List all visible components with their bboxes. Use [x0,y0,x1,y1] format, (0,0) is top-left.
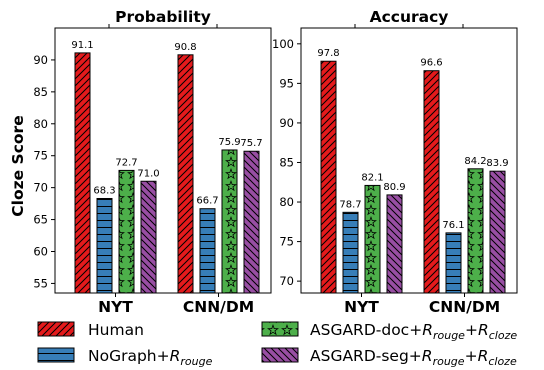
bar-accuracy-cnndm-human [423,70,440,294]
y-tick-label-probability-90: 90 [33,53,48,67]
legend-label-asgard-doc: ASGARD-doc+Rrouge+Rcloze [310,321,517,342]
bar-probability-cnndm-asgard-seg [243,150,260,294]
bar-accuracy-cnndm-asgard-doc [467,168,484,294]
data-label-accuracy-nyt-human: 97.8 [317,48,339,59]
y-tick-label-accuracy-80: 80 [279,195,294,209]
x-tick-label-probability-nyt: NYT [98,298,133,316]
data-label-accuracy-cnndm-human: 96.6 [420,58,442,69]
y-tick-label-accuracy-70: 70 [279,274,294,288]
legend-item-human: Human [37,321,144,339]
data-label-probability-nyt-asgard-doc: 72.7 [115,157,137,168]
data-label-probability-nyt-human: 91.1 [71,40,93,51]
legend-item-asgard-doc: ASGARD-doc+Rrouge+Rcloze [261,321,517,342]
data-label-accuracy-cnndm-asgard-seg: 83.9 [486,158,508,169]
plot-frame-probability [54,27,272,294]
legend-item-asgard-seg: ASGARD-seg+Rrouge+Rcloze [261,347,517,368]
data-label-accuracy-nyt-asgard-seg: 80.9 [383,182,405,193]
data-label-accuracy-cnndm-nograph: 76.1 [442,220,464,231]
data-label-probability-cnndm-nograph: 66.7 [196,196,218,207]
y-tick-label-probability-85: 85 [33,85,48,99]
legend-label-nograph: NoGraph+Rrouge [88,347,213,368]
data-label-probability-nyt-nograph: 68.3 [93,185,115,196]
y-tick-label-accuracy-100: 100 [272,37,294,51]
data-label-probability-cnndm-asgard-doc: 75.9 [218,137,240,148]
legend-item-nograph: NoGraph+Rrouge [37,347,213,368]
y-axis-label: Cloze Score [9,115,27,216]
data-label-accuracy-nyt-nograph: 78.7 [339,199,361,210]
bar-probability-nyt-asgard-seg [140,180,157,294]
data-label-probability-cnndm-human: 90.8 [174,42,196,53]
legend-label-human: Human [88,321,144,339]
y-tick-label-probability-75: 75 [33,149,48,163]
y-tick-label-probability-70: 70 [33,181,48,195]
bar-accuracy-cnndm-asgard-seg [489,170,506,294]
bar-accuracy-cnndm-nograph [445,232,462,294]
legend-swatch-nograph [37,347,75,363]
y-tick-label-accuracy-95: 95 [279,76,294,90]
plot-frame-accuracy [300,27,518,294]
y-tick-label-accuracy-75: 75 [279,235,294,249]
y-tick-label-accuracy-90: 90 [279,116,294,130]
legend-swatch-asgard-seg [261,347,299,363]
y-tick-label-probability-80: 80 [33,117,48,131]
panel-accuracy: Accuracy 70 75 80 85 90 95 100 97.8 96.6 78.7 76.… [272,8,518,316]
bar-probability-nyt-human [74,52,91,294]
bar-accuracy-nyt-human [320,60,337,294]
bar-accuracy-nyt-asgard-doc [364,184,381,294]
y-tick-label-probability-60: 60 [33,244,48,258]
legend-swatch-asgard-doc [261,321,299,337]
bar-accuracy-nyt-asgard-seg [386,194,403,294]
x-tick-label-accuracy-nyt: NYT [344,298,379,316]
bar-accuracy-nyt-nograph [342,211,359,294]
data-label-probability-nyt-asgard-seg: 71.0 [137,168,159,179]
y-tick-label-probability-65: 65 [33,213,48,227]
bar-probability-cnndm-nograph [199,208,216,294]
bar-probability-nyt-nograph [96,197,113,294]
bar-probability-nyt-asgard-doc [118,169,135,294]
data-label-probability-cnndm-asgard-seg: 75.7 [240,138,262,149]
bar-probability-cnndm-asgard-doc [221,149,238,294]
panel-probability: Probability 55 60 65 70 75 80 85 90 91.1 90.8 68.… [33,8,272,316]
legend-swatch-human [37,321,75,337]
y-tick-label-probability-55: 55 [33,276,48,290]
panel-title-probability: Probability [115,8,211,26]
panel-title-accuracy: Accuracy [370,8,449,26]
x-tick-label-accuracy-cnndm: CNN/DM [429,298,500,316]
data-label-accuracy-nyt-asgard-doc: 82.1 [361,172,383,183]
data-label-accuracy-cnndm-asgard-doc: 84.2 [464,156,486,167]
legend: Human NoGraph+Rrouge ASGARD-doc+Rrouge+R… [37,321,517,368]
x-tick-label-probability-cnndm: CNN/DM [183,298,254,316]
bar-probability-cnndm-human [177,54,194,294]
y-tick-label-accuracy-85: 85 [279,155,294,169]
legend-label-asgard-seg: ASGARD-seg+Rrouge+Rcloze [310,347,517,368]
